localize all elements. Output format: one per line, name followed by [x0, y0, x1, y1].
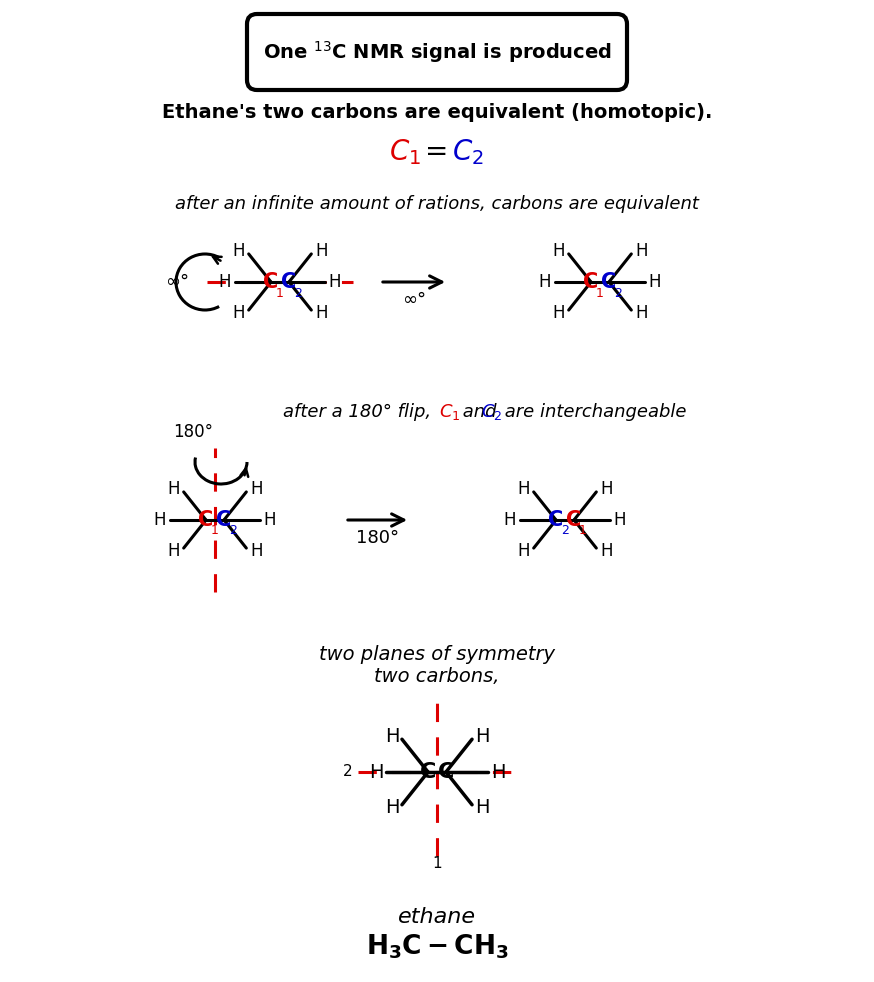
Text: H: H: [329, 273, 341, 291]
Text: H: H: [218, 273, 232, 291]
Text: 2: 2: [561, 524, 569, 537]
Text: 180°: 180°: [173, 423, 213, 441]
Text: C: C: [281, 272, 296, 292]
Text: H: H: [385, 798, 399, 817]
Text: H: H: [517, 542, 530, 560]
Text: H: H: [315, 242, 328, 260]
Text: H: H: [475, 798, 489, 817]
Text: Ethane's two carbons are equivalent (homotopic).: Ethane's two carbons are equivalent (hom…: [162, 102, 712, 122]
Text: H: H: [503, 511, 517, 529]
Text: 1: 1: [211, 524, 219, 537]
Text: 2: 2: [343, 765, 353, 780]
Text: two carbons,: two carbons,: [374, 668, 500, 686]
Text: C: C: [548, 510, 564, 530]
Text: and: and: [457, 403, 503, 421]
Text: C: C: [420, 762, 436, 782]
Text: H: H: [232, 304, 245, 322]
Text: H: H: [250, 542, 262, 560]
Text: H: H: [552, 304, 565, 322]
Text: H: H: [517, 480, 530, 498]
Text: H: H: [538, 273, 551, 291]
Text: $\mathit{C}_1$: $\mathit{C}_1$: [439, 402, 461, 422]
Text: 2: 2: [294, 287, 302, 300]
Text: H: H: [168, 542, 180, 560]
Text: 180°: 180°: [357, 529, 399, 547]
Text: 1: 1: [276, 287, 284, 300]
Text: 2: 2: [229, 524, 237, 537]
Text: $\mathbf{H_3C-CH_3}$: $\mathbf{H_3C-CH_3}$: [365, 933, 509, 961]
Text: H: H: [385, 727, 399, 745]
Text: H: H: [649, 273, 662, 291]
Text: are interchangeable: are interchangeable: [499, 403, 686, 421]
Text: 2: 2: [614, 287, 622, 300]
Text: $C_1$: $C_1$: [389, 137, 421, 167]
Text: C: C: [263, 272, 279, 292]
Text: H: H: [635, 304, 648, 322]
Text: C: C: [198, 510, 213, 530]
Text: 1: 1: [432, 856, 442, 871]
Text: H: H: [475, 727, 489, 745]
Text: C: C: [601, 272, 617, 292]
Text: C: C: [566, 510, 581, 530]
Text: 1: 1: [596, 287, 604, 300]
Text: H: H: [168, 480, 180, 498]
Text: C: C: [583, 272, 599, 292]
FancyBboxPatch shape: [247, 14, 627, 90]
Text: after a 180° flip,: after a 180° flip,: [283, 403, 437, 421]
Text: H: H: [369, 762, 384, 782]
Text: =: =: [426, 138, 448, 166]
Text: 1: 1: [579, 524, 587, 537]
Text: H: H: [250, 480, 262, 498]
Text: One $^{13}$C NMR signal is produced: One $^{13}$C NMR signal is produced: [262, 39, 612, 65]
Text: ∞°: ∞°: [165, 273, 189, 291]
Text: C: C: [438, 762, 454, 782]
Text: after an infinite amount of rations, carbons are equivalent: after an infinite amount of rations, car…: [175, 195, 699, 213]
Text: C: C: [217, 510, 232, 530]
Text: H: H: [614, 511, 627, 529]
Text: H: H: [264, 511, 276, 529]
Text: ethane: ethane: [398, 907, 476, 927]
Text: H: H: [315, 304, 328, 322]
Text: H: H: [490, 762, 505, 782]
Text: H: H: [600, 542, 613, 560]
Text: two planes of symmetry: two planes of symmetry: [319, 644, 555, 664]
Text: $\mathit{C}_2$: $\mathit{C}_2$: [481, 402, 503, 422]
Text: H: H: [552, 242, 565, 260]
Text: H: H: [635, 242, 648, 260]
Text: H: H: [232, 242, 245, 260]
Text: ∞°: ∞°: [402, 291, 426, 309]
Text: $C_2$: $C_2$: [452, 137, 484, 167]
Text: H: H: [600, 480, 613, 498]
Text: H: H: [154, 511, 166, 529]
